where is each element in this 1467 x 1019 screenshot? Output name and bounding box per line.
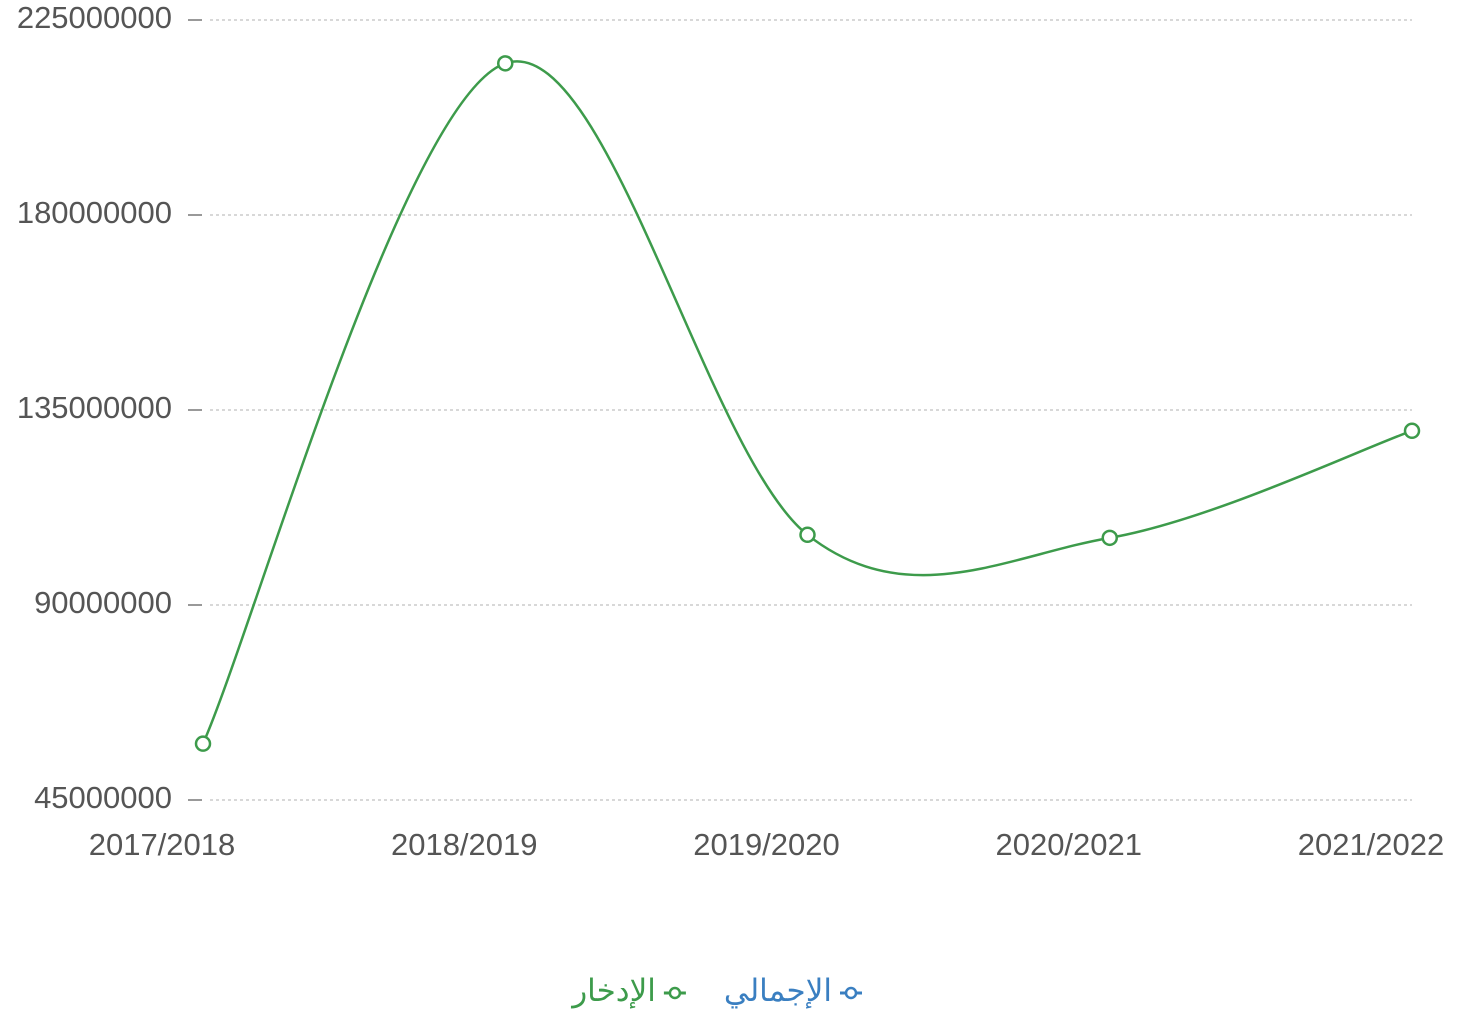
legend-swatch-dot <box>844 986 858 1000</box>
series-line <box>201 60 1413 745</box>
legend-label: الإدخار <box>570 973 656 1009</box>
y-tick-label: 135000000 <box>17 390 172 425</box>
legend-swatch-dot <box>668 986 682 1000</box>
data-point <box>1403 422 1421 440</box>
x-tick-label: 2020/2021 <box>995 827 1142 862</box>
x-tick-label: 2019/2020 <box>693 827 840 862</box>
x-tick-label: 2018/2019 <box>391 827 538 862</box>
data-point <box>799 526 816 544</box>
data-point <box>1101 529 1118 547</box>
x-tick-label: 2021/2022 <box>1298 827 1445 862</box>
legend-label: الإجمالي <box>724 973 832 1009</box>
y-tick-label: 180000000 <box>17 195 172 230</box>
data-point <box>194 735 212 752</box>
y-tick-label: 225000000 <box>17 0 172 35</box>
y-tick-label: 90000000 <box>34 585 172 620</box>
y-tick-label: 45000000 <box>34 780 172 815</box>
data-point <box>497 55 514 72</box>
x-tick-label: 2017/2018 <box>89 827 236 862</box>
